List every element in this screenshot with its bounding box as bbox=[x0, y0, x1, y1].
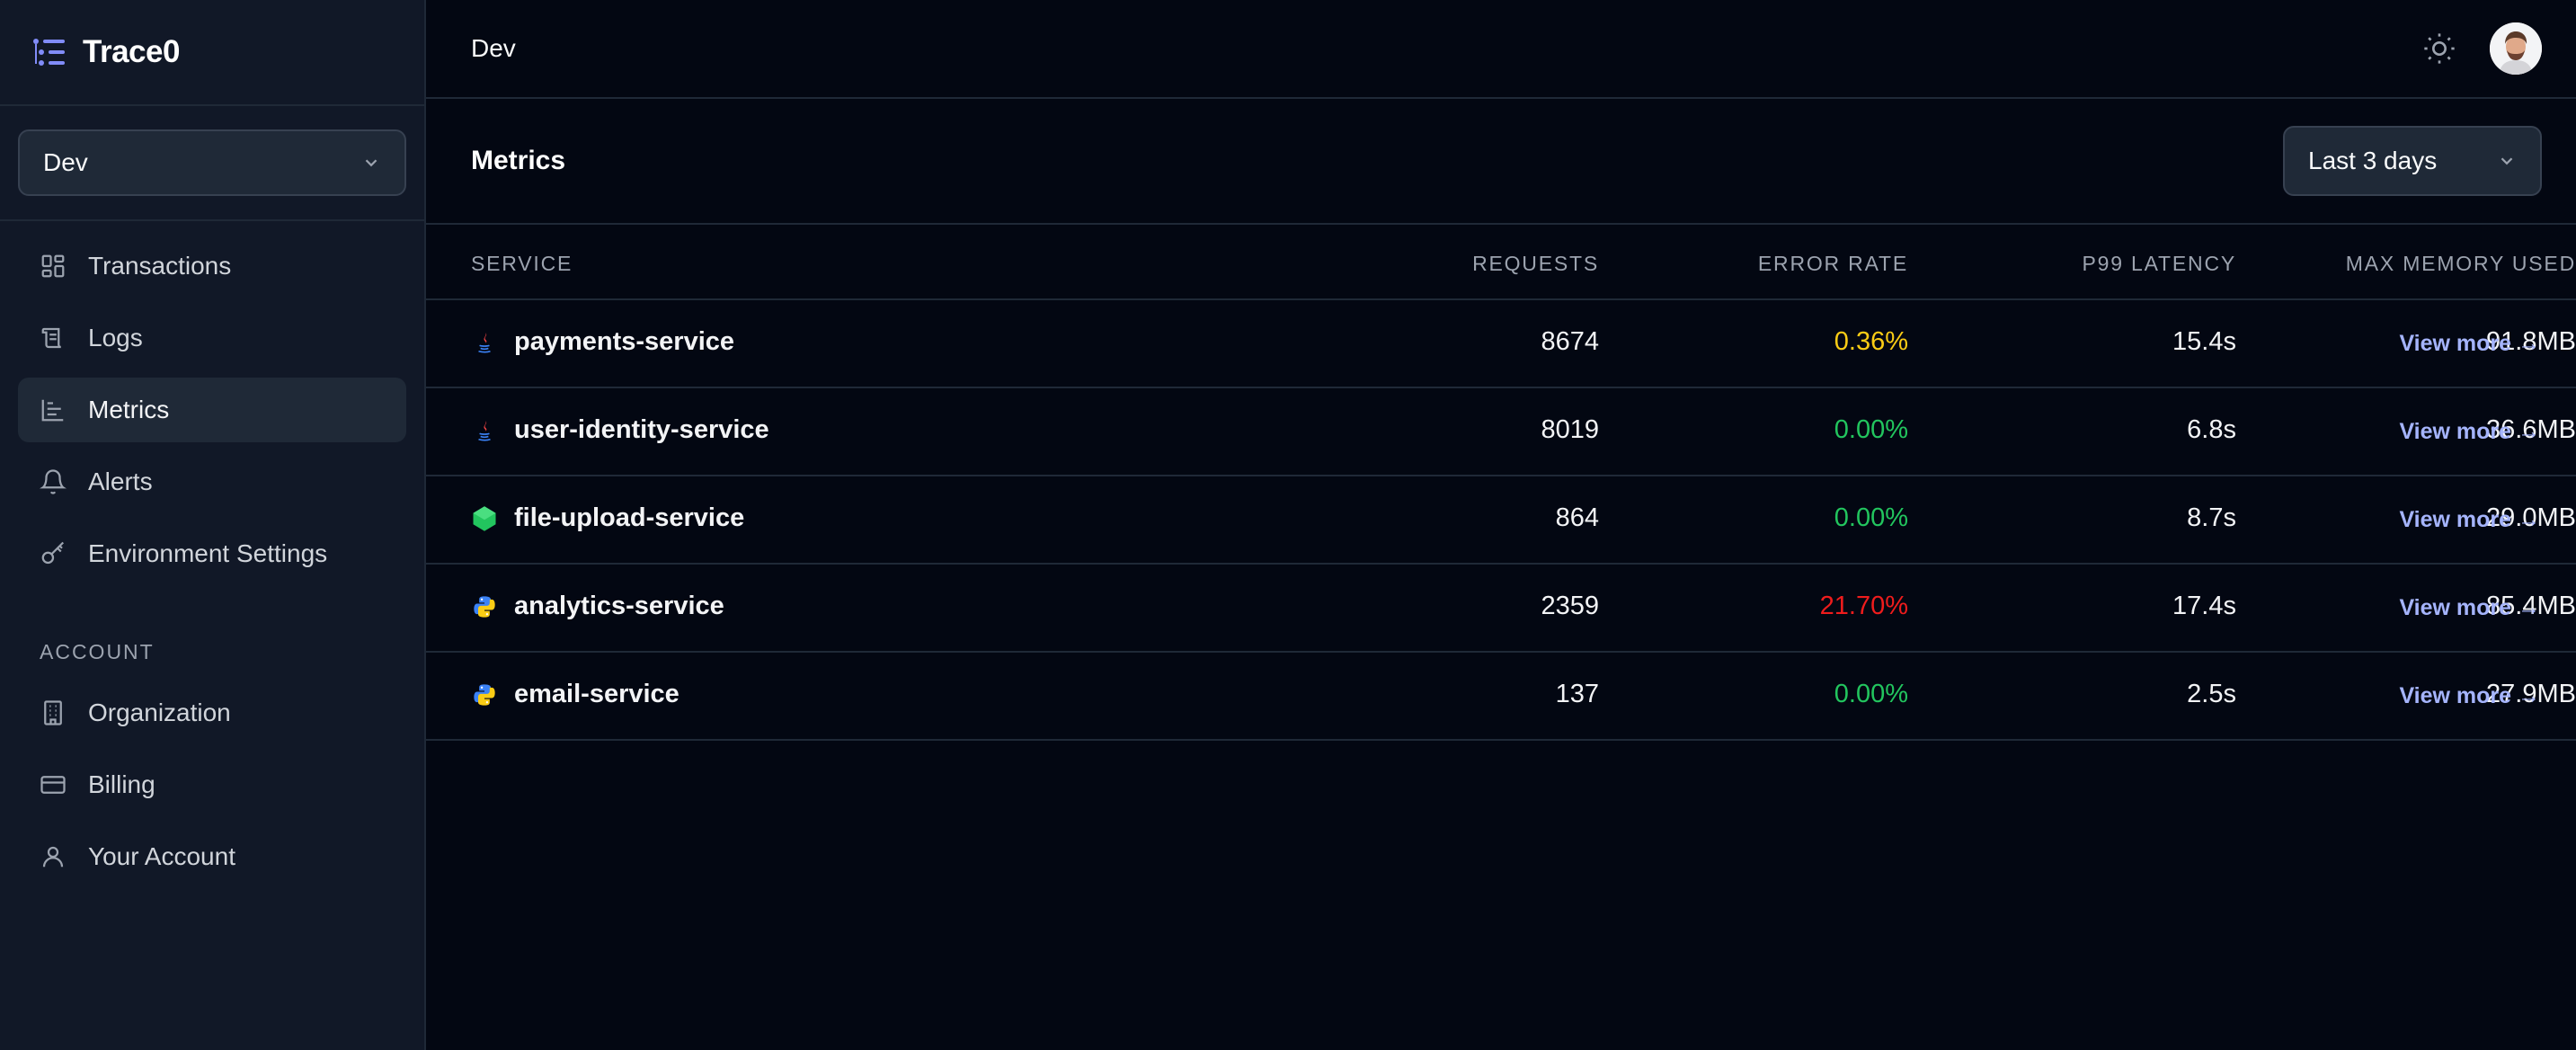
error-rate-value: 0.00% bbox=[1834, 415, 1908, 444]
sidebar-item-label: Transactions bbox=[88, 252, 232, 280]
chevron-down-icon bbox=[2500, 157, 2513, 165]
nodejs-icon bbox=[471, 504, 498, 533]
metrics-header: Metrics Last 3 days bbox=[426, 99, 2576, 225]
error-rate-value: 0.00% bbox=[1834, 680, 1908, 708]
p99-latency-value: 6.8s bbox=[2187, 415, 2236, 444]
error-rate-value: 0.00% bbox=[1834, 503, 1908, 532]
sidebar-item-alerts[interactable]: Alerts bbox=[18, 449, 406, 514]
error-rate-value: 0.36% bbox=[1834, 327, 1908, 356]
service-name: email-service bbox=[514, 680, 680, 708]
sidebar-item-label: Environment Settings bbox=[88, 539, 328, 567]
bell-icon bbox=[40, 469, 67, 494]
environment-label: Dev bbox=[43, 148, 88, 176]
service-cell[interactable]: file-upload-service bbox=[471, 503, 744, 533]
table-header: SERVICE REQUESTS ERROR RATE P99 LATENCY … bbox=[426, 225, 2576, 300]
table-row[interactable]: user-identity-service 8019 0.00% 6.8s 36.6MB… bbox=[426, 388, 2576, 476]
table-row[interactable]: file-upload-service 864 0.00% 8.7s 29.0MB Vie… bbox=[426, 476, 2576, 565]
sidebar-item-transactions[interactable]: Transactions bbox=[18, 234, 406, 298]
sun-icon[interactable] bbox=[2421, 31, 2457, 67]
time-range-label: Last 3 days bbox=[2308, 147, 2438, 174]
view-more-link[interactable]: View more → bbox=[2399, 331, 2540, 356]
time-range-select[interactable]: Last 3 days bbox=[2283, 126, 2542, 196]
sidebar-item-label: Metrics bbox=[88, 396, 170, 423]
p99-latency-value: 17.4s bbox=[2172, 592, 2236, 620]
sidebar-item-label: Billing bbox=[88, 770, 155, 798]
view-more-link[interactable]: View more → bbox=[2399, 595, 2540, 620]
p99-latency-value: 15.4s bbox=[2172, 327, 2236, 356]
sidebar-item-environment-settings[interactable]: Environment Settings bbox=[18, 521, 406, 586]
service-cell[interactable]: email-service bbox=[471, 680, 680, 709]
view-more-link[interactable]: View more → bbox=[2399, 507, 2540, 532]
brand[interactable]: Trace0 bbox=[0, 0, 424, 106]
sidebar-item-your-account[interactable]: Your Account bbox=[18, 824, 406, 889]
service-cell[interactable]: analytics-service bbox=[471, 592, 724, 621]
sidebar-item-organization[interactable]: Organization bbox=[18, 681, 406, 745]
service-cell[interactable]: payments-service bbox=[471, 327, 734, 357]
avatar[interactable] bbox=[2490, 22, 2542, 75]
p99-latency-value: 2.5s bbox=[2187, 680, 2236, 708]
account-nav: Organization Billing Your Account bbox=[0, 681, 424, 889]
table-row[interactable]: email-service 137 0.00% 2.5s 27.9MB View more… bbox=[426, 653, 2576, 741]
sidebar-item-label: Alerts bbox=[88, 467, 153, 495]
avatar-image bbox=[2490, 22, 2542, 75]
p99-latency-value: 8.7s bbox=[2187, 503, 2236, 532]
java-icon bbox=[471, 416, 498, 445]
column-service[interactable]: SERVICE bbox=[471, 252, 573, 275]
column-p99-latency[interactable]: P99 LATENCY bbox=[2082, 252, 2236, 275]
bar-chart-icon bbox=[41, 399, 64, 422]
main-nav: Transactions Logs Metrics Alerts Environ… bbox=[0, 221, 424, 586]
requests-value: 137 bbox=[1555, 680, 1599, 708]
max-memory-value: 27.9MB bbox=[2486, 680, 2576, 708]
logo-icon bbox=[33, 39, 65, 66]
service-name: analytics-service bbox=[514, 592, 724, 620]
sidebar: Trace0 Dev Transactions Logs Metrics Ale… bbox=[0, 0, 426, 1050]
max-memory-value: 91.8MB bbox=[2486, 327, 2576, 356]
brand-name: Trace0 bbox=[83, 34, 180, 69]
table-row[interactable]: analytics-service 2359 21.70% 17.4s 85.4MB Vi… bbox=[426, 565, 2576, 653]
topbar: Dev bbox=[426, 0, 2576, 99]
page-title: Dev bbox=[471, 34, 516, 62]
sidebar-item-metrics[interactable]: Metrics bbox=[18, 378, 406, 442]
sidebar-item-label: Your Account bbox=[88, 842, 235, 870]
error-rate-value: 21.70% bbox=[1819, 592, 1908, 620]
sidebar-item-label: Organization bbox=[88, 699, 231, 726]
max-memory-value: 36.6MB bbox=[2486, 415, 2576, 444]
account-heading: ACCOUNT bbox=[40, 640, 155, 663]
table-row[interactable]: payments-service 8674 0.36% 15.4s 91.8MB View… bbox=[426, 300, 2576, 388]
python-icon bbox=[471, 681, 498, 709]
max-memory-value: 29.0MB bbox=[2486, 503, 2576, 532]
max-memory-value: 85.4MB bbox=[2486, 592, 2576, 620]
java-icon bbox=[471, 328, 498, 357]
service-name: file-upload-service bbox=[514, 503, 745, 532]
section-title: Metrics bbox=[471, 146, 566, 175]
chevron-down-icon bbox=[365, 159, 378, 167]
column-requests[interactable]: REQUESTS bbox=[1472, 252, 1599, 275]
requests-value: 8019 bbox=[1541, 415, 1599, 444]
sidebar-item-logs[interactable]: Logs bbox=[18, 306, 406, 370]
service-cell[interactable]: user-identity-service bbox=[471, 415, 769, 445]
building-icon bbox=[44, 700, 62, 725]
service-name: payments-service bbox=[514, 327, 735, 356]
requests-value: 8674 bbox=[1541, 327, 1599, 356]
python-icon bbox=[471, 592, 498, 621]
key-icon bbox=[41, 541, 65, 565]
credit-card-icon bbox=[40, 776, 66, 794]
grid-icon bbox=[41, 254, 65, 278]
view-more-link[interactable]: View more → bbox=[2399, 419, 2540, 444]
sidebar-item-label: Logs bbox=[88, 324, 143, 351]
requests-value: 864 bbox=[1555, 503, 1599, 532]
environment-select[interactable]: Dev bbox=[18, 129, 406, 196]
service-name: user-identity-service bbox=[514, 415, 769, 444]
user-icon bbox=[42, 846, 64, 868]
metrics-table: SERVICE REQUESTS ERROR RATE P99 LATENCY … bbox=[426, 225, 2576, 741]
sidebar-item-billing[interactable]: Billing bbox=[18, 752, 406, 817]
requests-value: 2359 bbox=[1541, 592, 1599, 620]
column-error-rate[interactable]: ERROR RATE bbox=[1757, 252, 1908, 275]
view-more-link[interactable]: View more → bbox=[2399, 683, 2540, 708]
scroll-icon bbox=[41, 327, 61, 349]
